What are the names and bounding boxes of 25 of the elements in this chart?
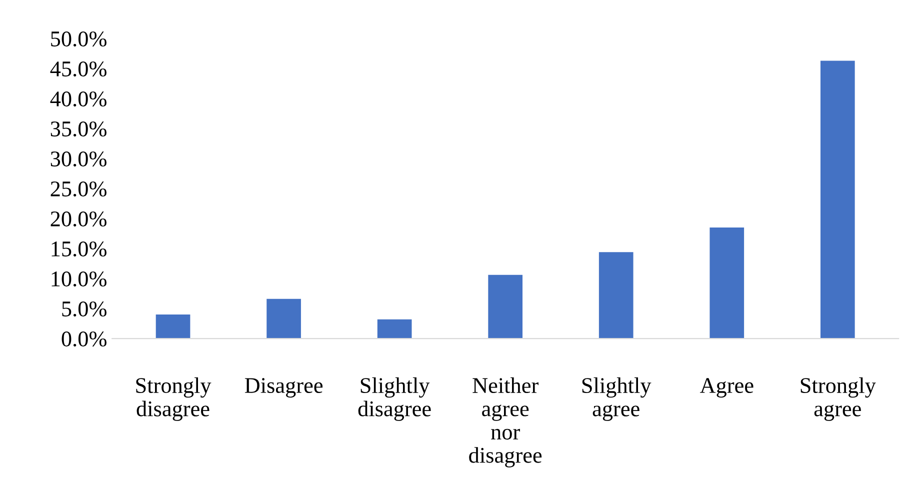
- y-tick-label: 50.0%: [51, 31, 106, 47]
- y-tick-label: 25.0%: [50, 181, 106, 197]
- x-tick-label: Neither agree nor disagree: [469, 377, 542, 468]
- y-tick-label: 40.0%: [50, 91, 106, 107]
- y-tick-label: 10.0%: [52, 271, 106, 287]
- x-tick-label: Slightly disagree: [358, 377, 431, 421]
- bar: [266, 298, 301, 339]
- x-tick-label: Disagree: [244, 378, 323, 398]
- bar: [377, 319, 412, 339]
- bar: [710, 228, 744, 339]
- y-tick-label: 20.0%: [50, 211, 106, 227]
- y-tick-label: 35.0%: [50, 121, 106, 137]
- y-tick-label: 0.0%: [62, 331, 106, 347]
- bar: [488, 274, 523, 339]
- x-tick-label: Strongly disagree: [136, 377, 212, 421]
- y-tick-label: 5.0%: [62, 301, 106, 317]
- bar: [820, 60, 855, 339]
- x-tick-label: Strongly agree: [800, 377, 876, 421]
- bar: [598, 252, 634, 339]
- y-tick-label: 45.0%: [50, 61, 106, 77]
- x-tick-label: Agree: [700, 378, 754, 398]
- y-tick-label: 30.0%: [50, 151, 106, 167]
- x-tick-label: Slightly agree: [582, 377, 652, 421]
- bar: [156, 314, 190, 339]
- y-tick-label: 15.0%: [52, 241, 106, 257]
